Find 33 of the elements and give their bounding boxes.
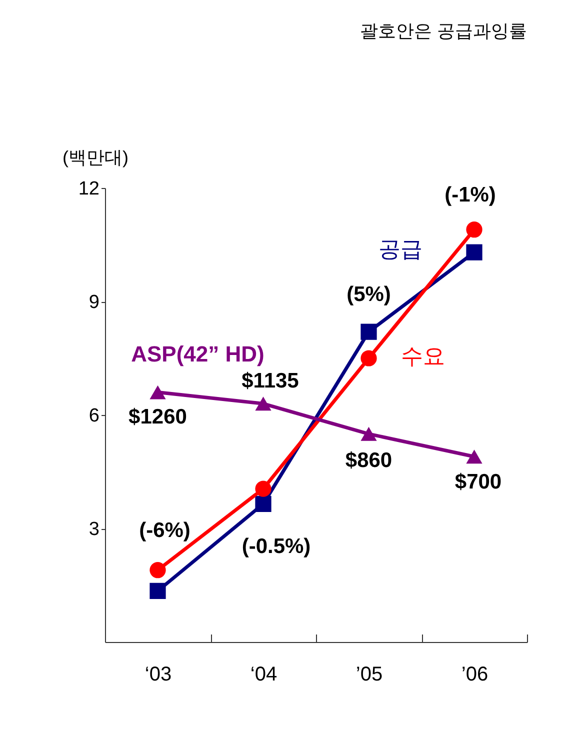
point xyxy=(360,350,377,366)
point xyxy=(255,396,272,411)
series-label: 공급 xyxy=(378,236,422,262)
series-label: ASP(42” HD) xyxy=(131,341,264,366)
point xyxy=(255,496,272,512)
annotation: (-0.5%) xyxy=(242,534,311,558)
y-tick-label: 9 xyxy=(88,292,100,313)
x-tick-label: ‘04 xyxy=(250,664,278,686)
chart-title: 괄호안은 공급과잉률 xyxy=(360,21,527,41)
point xyxy=(360,426,377,441)
annotation: (5%) xyxy=(346,282,391,306)
annotation: (-1%) xyxy=(444,184,496,207)
y-tick-label: 12 xyxy=(78,178,100,200)
point xyxy=(150,562,166,578)
point xyxy=(360,324,377,340)
point xyxy=(150,385,166,400)
annotation: $1260 xyxy=(128,405,187,428)
point xyxy=(255,480,272,497)
x-tick-label: ’06 xyxy=(461,664,488,686)
point xyxy=(466,244,482,260)
series-label: 수요 xyxy=(400,343,445,368)
y-tick-label: 6 xyxy=(88,406,100,426)
x-tick-label: ’05 xyxy=(356,664,383,686)
y-tick-label: 3 xyxy=(88,519,100,540)
annotation: $700 xyxy=(454,470,502,494)
point xyxy=(466,450,482,464)
point xyxy=(150,582,166,599)
annotation: (-6%) xyxy=(139,519,190,542)
annotation: $860 xyxy=(345,448,392,472)
x-tick-label: ‘03 xyxy=(144,664,172,686)
point xyxy=(466,222,482,238)
y-axis-title: (백만대) xyxy=(62,148,128,168)
annotation: $1135 xyxy=(242,370,300,393)
